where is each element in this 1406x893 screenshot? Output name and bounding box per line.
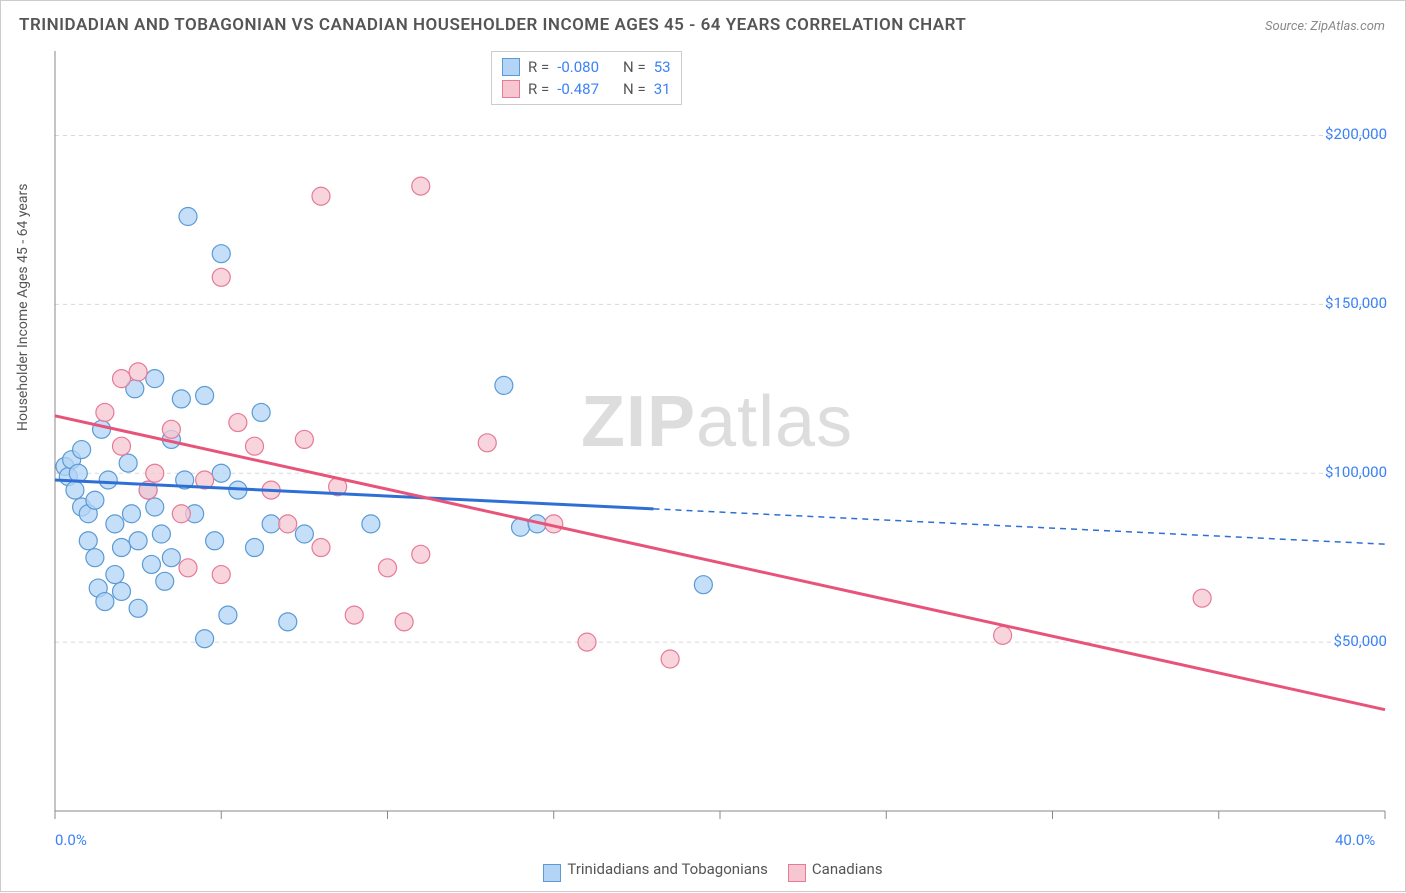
legend-n-label: N =	[623, 56, 646, 78]
trend-line-extrapolated	[654, 509, 1386, 544]
scatter-point	[1193, 589, 1211, 607]
scatter-point	[156, 572, 174, 590]
scatter-point	[162, 549, 180, 567]
legend-swatch	[502, 58, 520, 76]
scatter-point	[206, 532, 224, 550]
scatter-point	[113, 370, 131, 388]
legend-correlation-row: R = -0.487 N = 31	[502, 78, 671, 100]
scatter-point	[252, 403, 270, 421]
scatter-point	[129, 532, 147, 550]
scatter-point	[106, 566, 124, 584]
scatter-point	[86, 549, 104, 567]
scatter-point	[146, 498, 164, 516]
chart-container: TRINIDADIAN AND TOBAGONIAN VS CANADIAN H…	[0, 0, 1406, 892]
scatter-point	[219, 606, 237, 624]
scatter-point	[179, 208, 197, 226]
scatter-point	[172, 505, 190, 523]
scatter-point	[113, 582, 131, 600]
scatter-point	[73, 441, 91, 459]
scatter-point	[196, 630, 214, 648]
scatter-point	[93, 420, 111, 438]
scatter-point	[129, 599, 147, 617]
x-tick-label: 0.0%	[55, 831, 87, 849]
y-tick-label: $150,000	[1325, 294, 1387, 312]
scatter-point	[146, 370, 164, 388]
scatter-point	[172, 390, 190, 408]
scatter-point	[212, 464, 230, 482]
trend-line	[55, 416, 1385, 710]
scatter-point	[478, 434, 496, 452]
legend-n-value: 31	[654, 78, 671, 100]
scatter-point	[312, 187, 330, 205]
scatter-point	[146, 464, 164, 482]
scatter-point	[212, 245, 230, 263]
scatter-point	[395, 613, 413, 631]
legend-series-label: Trinidadians and Tobagonians	[567, 860, 767, 878]
scatter-point	[495, 376, 513, 394]
legend-swatch	[502, 80, 520, 98]
scatter-point	[661, 650, 679, 668]
scatter-point	[119, 454, 137, 472]
scatter-point	[295, 430, 313, 448]
scatter-point	[229, 414, 247, 432]
scatter-point	[262, 515, 280, 533]
scatter-point	[279, 613, 297, 631]
legend-series: Trinidadians and Tobagonians Canadians	[1, 860, 1405, 879]
chart-svg	[1, 1, 1406, 893]
scatter-point	[66, 481, 84, 499]
scatter-point	[379, 559, 397, 577]
scatter-point	[162, 420, 180, 438]
scatter-point	[106, 515, 124, 533]
scatter-point	[246, 437, 264, 455]
scatter-point	[345, 606, 363, 624]
scatter-point	[122, 505, 140, 523]
legend-series-label: Canadians	[812, 860, 883, 878]
scatter-point	[312, 539, 330, 557]
scatter-point	[152, 525, 170, 543]
scatter-point	[295, 525, 313, 543]
legend-n-label: N =	[623, 78, 646, 100]
scatter-point	[179, 559, 197, 577]
scatter-point	[279, 515, 297, 533]
scatter-point	[362, 515, 380, 533]
scatter-point	[113, 437, 131, 455]
legend-correlation: R = -0.080 N = 53 R = -0.487 N = 31	[491, 51, 682, 105]
scatter-point	[994, 626, 1012, 644]
legend-r-label: R =	[528, 56, 549, 78]
scatter-point	[113, 539, 131, 557]
scatter-point	[246, 539, 264, 557]
y-tick-label: $50,000	[1333, 632, 1387, 650]
scatter-point	[578, 633, 596, 651]
y-tick-label: $200,000	[1325, 125, 1387, 143]
legend-swatch	[788, 864, 806, 882]
scatter-point	[412, 177, 430, 195]
scatter-point	[142, 555, 160, 573]
scatter-point	[129, 363, 147, 381]
scatter-point	[96, 593, 114, 611]
scatter-point	[694, 576, 712, 594]
scatter-point	[79, 532, 97, 550]
scatter-point	[96, 403, 114, 421]
legend-n-value: 53	[654, 56, 671, 78]
scatter-point	[196, 387, 214, 405]
y-tick-label: $100,000	[1325, 463, 1387, 481]
legend-r-label: R =	[528, 78, 549, 100]
legend-r-value: -0.080	[557, 56, 599, 78]
legend-r-value: -0.487	[557, 78, 599, 100]
scatter-point	[212, 268, 230, 286]
scatter-point	[412, 545, 430, 563]
x-tick-label: 40.0%	[1335, 831, 1375, 849]
legend-swatch	[543, 864, 561, 882]
legend-correlation-row: R = -0.080 N = 53	[502, 56, 671, 78]
scatter-point	[212, 566, 230, 584]
scatter-point	[86, 491, 104, 509]
scatter-point	[99, 471, 117, 489]
